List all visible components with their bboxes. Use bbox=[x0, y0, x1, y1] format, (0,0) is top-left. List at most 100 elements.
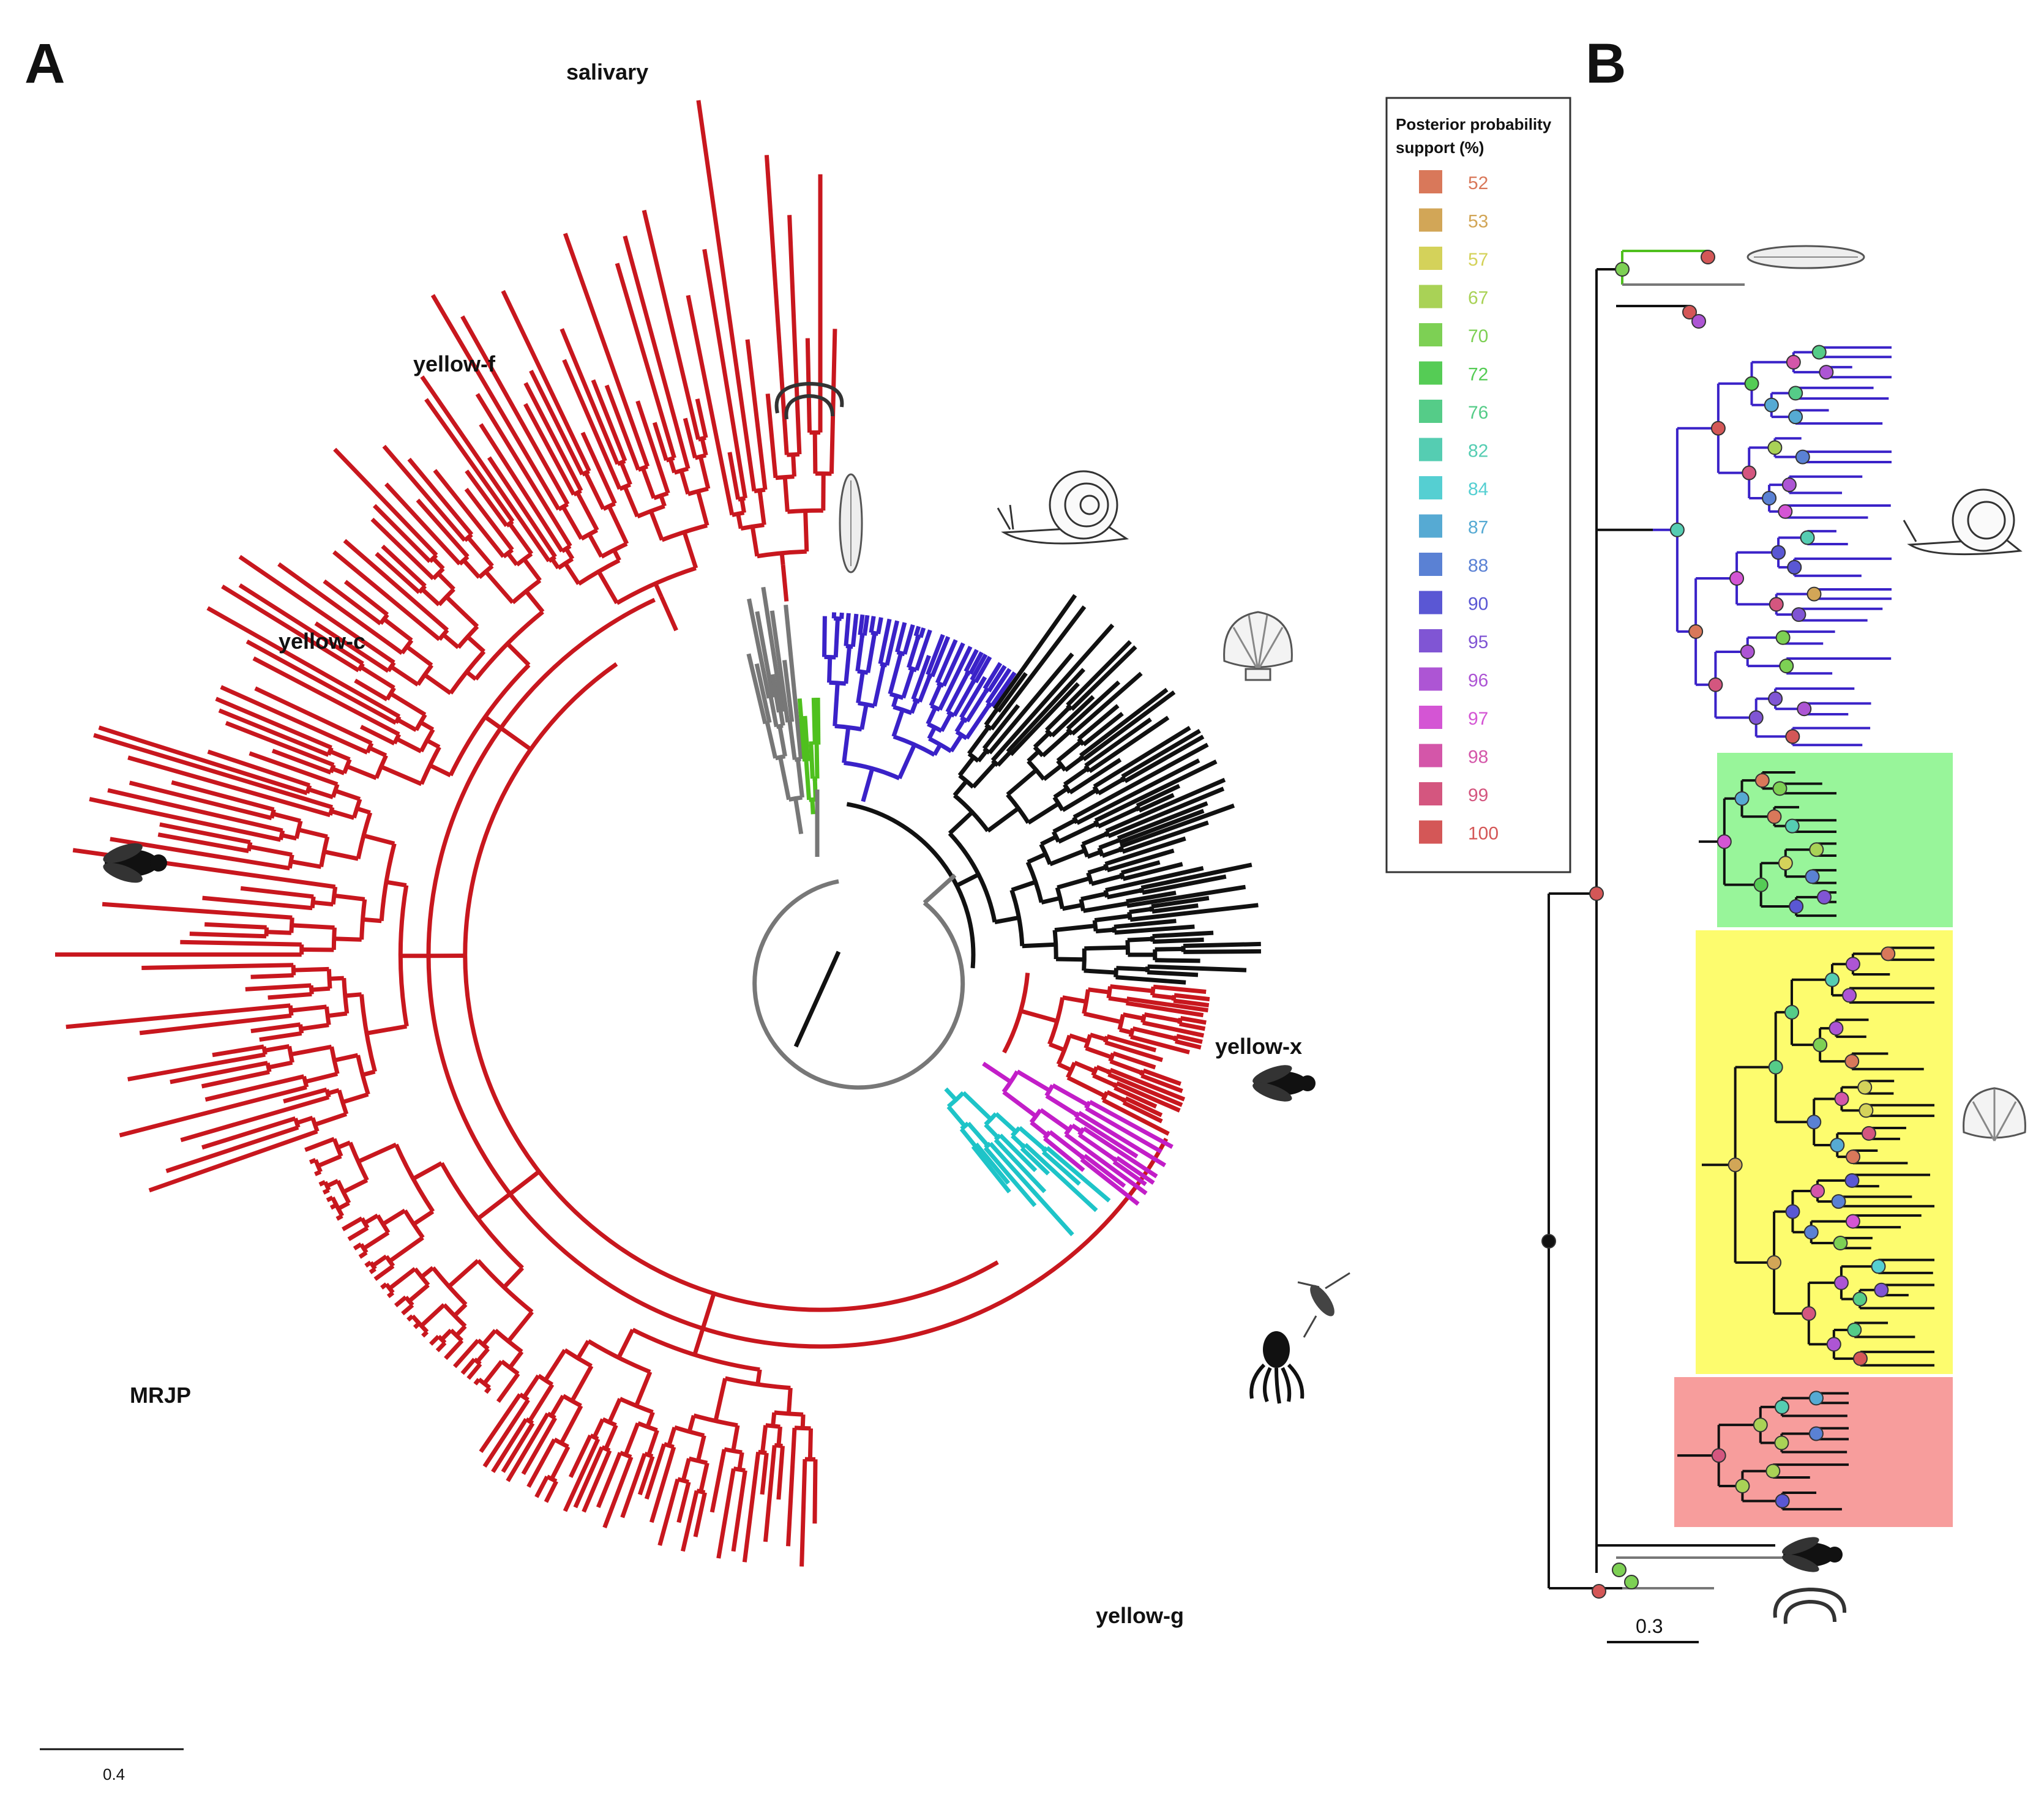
tree-branch bbox=[334, 893, 365, 902]
insect-clade-branches bbox=[54, 100, 1210, 1567]
tree-branch bbox=[1179, 1021, 1206, 1031]
tree-branch bbox=[1109, 1067, 1186, 1102]
support-node bbox=[1819, 365, 1834, 380]
tree-branch bbox=[937, 646, 973, 711]
tree-branch bbox=[98, 725, 308, 796]
lancelet-icon bbox=[1746, 245, 1865, 269]
support-node bbox=[1592, 1584, 1606, 1599]
tree-branch bbox=[676, 1481, 691, 1523]
tree-branch bbox=[912, 697, 921, 704]
tree-branch bbox=[1049, 848, 1086, 867]
tree-branch bbox=[636, 504, 665, 519]
tree-branch bbox=[1120, 803, 1235, 849]
support-node bbox=[1701, 250, 1715, 264]
tree-branch bbox=[509, 1170, 541, 1196]
tree-branch bbox=[390, 665, 419, 687]
legend-swatch bbox=[1419, 400, 1442, 423]
support-node bbox=[1735, 1479, 1750, 1494]
tree-branch bbox=[319, 836, 330, 867]
label-yellow-g: yellow-g bbox=[1096, 1603, 1184, 1628]
tree-branch bbox=[1152, 930, 1214, 939]
tree-branch bbox=[929, 683, 943, 707]
tree-branch bbox=[994, 1138, 1047, 1193]
tree-branch bbox=[1120, 860, 1161, 875]
legend-swatch bbox=[1419, 323, 1442, 346]
ingroup-stem bbox=[923, 873, 957, 905]
tree-branch bbox=[1073, 742, 1209, 820]
support-node bbox=[1772, 781, 1788, 796]
tree-branch bbox=[786, 1387, 793, 1414]
tree-branch bbox=[266, 930, 292, 935]
tree-branch bbox=[568, 1434, 593, 1478]
tree-branch bbox=[89, 797, 282, 842]
tree-branch bbox=[1020, 1143, 1027, 1150]
tree-branch bbox=[549, 1394, 565, 1417]
tree-branch bbox=[373, 504, 432, 563]
tree-branch bbox=[506, 642, 531, 667]
tree-branch bbox=[462, 559, 481, 579]
tree-branch bbox=[797, 698, 807, 762]
tree-branch bbox=[771, 1412, 777, 1427]
tree-branch bbox=[612, 549, 621, 562]
tree-branch bbox=[337, 1140, 351, 1150]
tree-branch bbox=[272, 812, 301, 823]
tree-branch bbox=[592, 1418, 605, 1438]
tree-branch bbox=[987, 665, 1007, 693]
tree-branch bbox=[342, 1092, 369, 1105]
tree-branch bbox=[982, 1061, 1013, 1084]
support-node bbox=[1769, 597, 1784, 612]
tree-branch bbox=[127, 755, 331, 818]
tree-branch bbox=[359, 725, 395, 745]
tree-branch bbox=[252, 656, 400, 737]
tree-branch bbox=[93, 733, 334, 810]
root-branch bbox=[793, 950, 841, 1048]
tree-branch bbox=[1116, 966, 1148, 972]
tree-branch bbox=[619, 1397, 654, 1414]
tree-branch bbox=[732, 510, 745, 517]
tree-branch bbox=[423, 673, 452, 695]
tree-branch bbox=[930, 636, 951, 678]
tree-branch bbox=[673, 466, 689, 475]
tree-branch bbox=[1084, 968, 1117, 975]
tree-branch bbox=[778, 711, 785, 726]
tree-branch bbox=[958, 774, 975, 789]
tree-branch bbox=[896, 650, 905, 657]
tree-branch bbox=[646, 1429, 659, 1456]
tree-branch bbox=[1064, 1132, 1148, 1195]
tree-branch bbox=[1142, 1068, 1181, 1086]
legend-item: 82 bbox=[1419, 438, 1488, 461]
tree-branch bbox=[1087, 850, 1102, 859]
tree-branch bbox=[1066, 640, 1132, 707]
tree-branch bbox=[1063, 766, 1089, 786]
tree-branch bbox=[747, 598, 771, 699]
support-node bbox=[1800, 530, 1815, 545]
tree-branch bbox=[727, 452, 741, 500]
tree-branch bbox=[277, 562, 403, 655]
tree-branch bbox=[369, 1261, 377, 1271]
tree-branch bbox=[293, 966, 329, 973]
tree-branch bbox=[673, 1425, 705, 1438]
tree-branch bbox=[1098, 838, 1120, 850]
support-node bbox=[1803, 1225, 1819, 1240]
tree-branch bbox=[872, 664, 886, 707]
tree-branch bbox=[1083, 902, 1127, 913]
tree-branch bbox=[982, 704, 1020, 750]
tree-branch bbox=[657, 1478, 680, 1546]
tree-branch bbox=[221, 584, 360, 673]
tree-branch bbox=[388, 1236, 424, 1263]
tree-branch bbox=[329, 976, 344, 981]
legend-value: 82 bbox=[1468, 441, 1488, 461]
support-node bbox=[1729, 571, 1745, 586]
fly-icon bbox=[1782, 1537, 1843, 1572]
tree-branch bbox=[562, 359, 622, 490]
tree-branch bbox=[442, 633, 460, 649]
tree-branch bbox=[576, 1340, 591, 1360]
legend-value: 99 bbox=[1468, 785, 1488, 805]
tree-branch bbox=[940, 712, 953, 732]
tree-branch bbox=[364, 1213, 379, 1225]
tree-branch bbox=[544, 1480, 558, 1503]
tree-branch bbox=[765, 720, 770, 726]
tree-branch bbox=[659, 495, 667, 507]
legend-item: 84 bbox=[1419, 476, 1488, 499]
